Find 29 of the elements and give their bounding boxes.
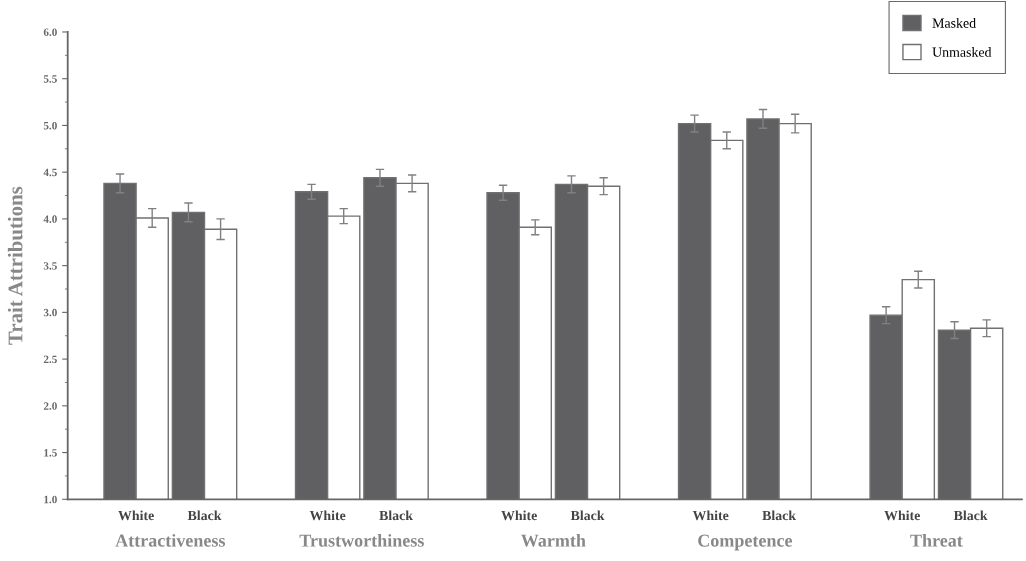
legend-label: Unmasked [932, 47, 992, 57]
y-tick-label: 4.0 [43, 215, 57, 223]
y-tick-label: 5.0 [43, 121, 57, 130]
x-tick-label: White [692, 510, 729, 521]
y-tick-label: 5.5 [43, 75, 57, 83]
x-tick-label: Black [187, 510, 222, 521]
x-tick-label: White [501, 510, 537, 521]
text: Competence [698, 534, 793, 551]
text: Trustworthiness [299, 534, 424, 547]
x-tick-label: White [118, 510, 154, 521]
y-tick-label: 1.5 [44, 449, 57, 457]
x-tick-label: Black [762, 510, 797, 521]
y-tick-label: 1.0 [44, 495, 57, 504]
y-axis-title: Trait Attributions [7, 186, 23, 345]
x-tick-label: Black [379, 510, 413, 521]
x-tick-label: Black [953, 510, 988, 521]
y-tick-label: 2.0 [43, 402, 57, 410]
y-tick-label: 3.5 [43, 262, 57, 270]
x-tick-label: White [884, 510, 920, 521]
y-tick-label: 2.5 [43, 355, 57, 364]
y-tick-label: 6.0 [43, 28, 57, 36]
y-tick-label: 4.5 [43, 168, 57, 177]
y-tick-label: 3.0 [43, 308, 57, 317]
text: Attractiveness [115, 534, 226, 547]
text: Warmth [521, 534, 586, 547]
x-tick-label: White [309, 510, 346, 521]
text: Threat [910, 534, 963, 547]
x-tick-label: Black [570, 510, 605, 521]
legend-label: Masked [932, 18, 976, 28]
